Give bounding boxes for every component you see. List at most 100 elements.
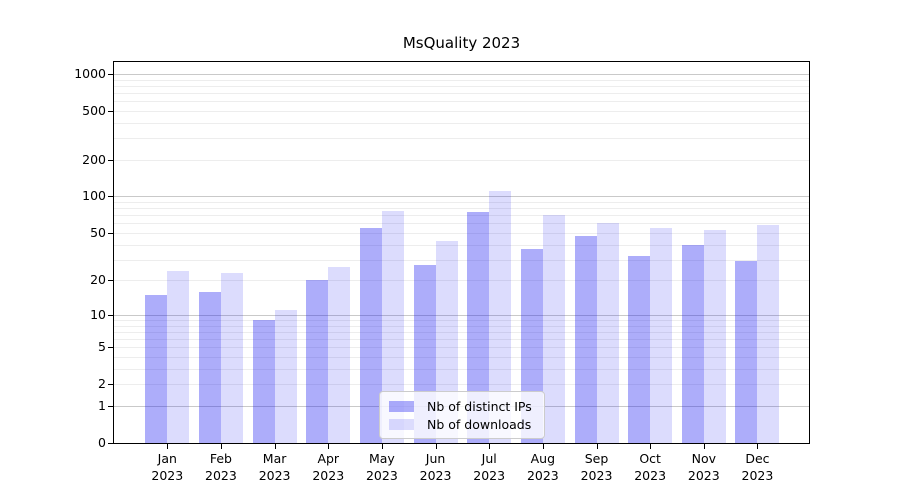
x-tick-label: Nov 2023: [687, 451, 720, 483]
y-tick-label: 500: [82, 102, 106, 118]
legend: Nb of distinct IPs Nb of downloads: [379, 391, 545, 439]
y-tick-mark: [108, 280, 113, 282]
y-tick-label: 1: [98, 397, 106, 413]
bar-distinct-ips: [306, 280, 329, 443]
y-tick-label: 20: [90, 272, 106, 288]
x-tick-mark: [274, 444, 276, 449]
gridline-minor: [114, 331, 809, 333]
bar-downloads: [381, 210, 404, 443]
gridline-minor: [114, 244, 809, 246]
bar-downloads: [328, 266, 351, 443]
x-tick-mark: [542, 444, 544, 449]
y-tick-label: 10: [90, 306, 106, 322]
legend-item-distinct-ips: Nb of distinct IPs: [389, 397, 535, 415]
gridline-minor: [114, 122, 809, 124]
x-tick-label: Apr 2023: [312, 451, 345, 483]
y-tick-mark: [108, 384, 113, 386]
x-tick-mark: [757, 444, 759, 449]
x-tick-mark: [703, 444, 705, 449]
bar-distinct-ips: [252, 319, 275, 443]
bar-distinct-ips: [145, 294, 168, 443]
bar-downloads: [650, 227, 673, 443]
x-tick-mark: [328, 444, 330, 449]
bar-distinct-ips: [735, 261, 758, 443]
bar-downloads: [596, 223, 619, 443]
y-tick-label: 200: [82, 151, 106, 167]
gridline-minor: [114, 384, 809, 386]
legend-label-downloads: Nb of downloads: [427, 416, 532, 432]
legend-item-downloads: Nb of downloads: [389, 415, 535, 433]
gridline-minor: [114, 92, 809, 94]
bar-distinct-ips: [574, 236, 597, 443]
gridline-minor: [114, 280, 809, 282]
bar-downloads: [542, 215, 565, 443]
gridline-minor: [114, 368, 809, 370]
x-tick-label: May 2023: [365, 451, 398, 483]
y-tick-label: 2: [98, 376, 106, 392]
gridline-minor: [114, 159, 809, 161]
legend-swatch-downloads: [389, 418, 414, 430]
gridline-minor: [114, 347, 809, 349]
bar-distinct-ips: [198, 291, 221, 443]
x-tick-mark: [650, 444, 652, 449]
legend-swatch-distinct-ips: [389, 400, 414, 412]
y-tick-mark: [108, 443, 113, 444]
y-tick-label: 100: [82, 188, 106, 204]
gridline-minor: [114, 232, 809, 234]
x-tick-mark: [596, 444, 598, 449]
x-tick-label: Oct 2023: [634, 451, 667, 483]
plot-area: [114, 62, 809, 443]
chart-title: MsQuality 2023: [402, 34, 521, 52]
x-tick-label: Feb 2023: [205, 451, 237, 483]
gridline-minor: [114, 208, 809, 210]
y-tick-label: 50: [90, 224, 106, 240]
x-tick-label: Jun 2023: [419, 451, 452, 483]
bar-downloads: [703, 229, 726, 443]
y-tick-mark: [108, 314, 113, 316]
x-tick-label: Mar 2023: [258, 451, 291, 483]
x-tick-label: Jul 2023: [473, 451, 506, 483]
gridline-minor: [114, 357, 809, 359]
gridline-minor: [114, 259, 809, 261]
y-tick-mark: [108, 347, 113, 349]
bar-distinct-ips: [681, 244, 704, 443]
x-tick-mark: [167, 444, 169, 449]
legend-label-distinct-ips: Nb of distinct IPs: [427, 398, 532, 414]
bar-downloads: [274, 310, 297, 443]
y-tick-mark: [108, 110, 113, 112]
y-tick-label: 5: [98, 339, 106, 355]
gridline-major: [114, 196, 809, 198]
y-tick-mark: [108, 159, 113, 161]
y-tick-label: 0: [98, 435, 106, 450]
gridline-major: [114, 73, 809, 75]
bar-downloads: [757, 225, 780, 443]
bar-distinct-ips: [359, 227, 382, 443]
gridline-minor: [114, 325, 809, 327]
gridline-minor: [114, 202, 809, 203]
gridline-minor: [114, 339, 809, 341]
y-tick-mark: [108, 196, 113, 198]
x-tick-label: Aug 2023: [526, 451, 559, 483]
y-tick-mark: [108, 405, 113, 407]
bar-distinct-ips: [467, 211, 490, 443]
y-tick-mark: [108, 232, 113, 234]
gridline-major: [114, 314, 809, 316]
y-tick-label: 1000: [74, 65, 106, 81]
x-tick-label: Dec 2023: [741, 451, 774, 483]
gridline-minor: [114, 319, 809, 321]
bar-distinct-ips: [628, 256, 651, 443]
bar-downloads: [220, 273, 243, 443]
x-tick-label: Jan 2023: [151, 451, 184, 483]
gridline-minor: [114, 215, 809, 217]
x-tick-mark: [435, 444, 437, 449]
x-tick-mark: [489, 444, 491, 449]
gridline-minor: [114, 85, 809, 87]
gridline-minor: [114, 223, 809, 225]
x-tick-mark: [381, 444, 383, 449]
gridline-minor: [114, 79, 809, 81]
gridline-minor: [114, 110, 809, 112]
gridline-minor: [114, 101, 809, 103]
y-tick-mark: [108, 73, 113, 75]
bar-downloads: [489, 191, 512, 443]
